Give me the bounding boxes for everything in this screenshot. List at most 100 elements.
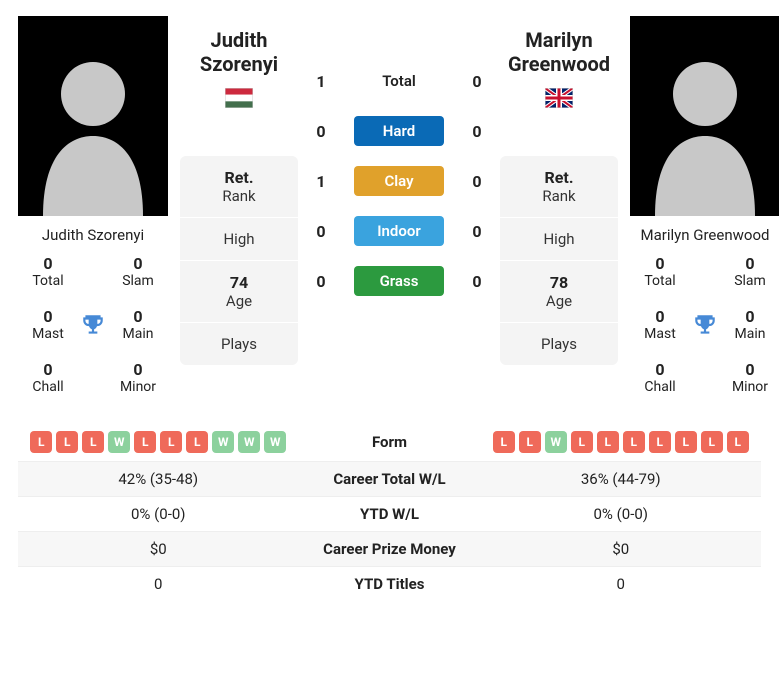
loss-pill: L — [186, 431, 208, 453]
player2-photo — [630, 16, 779, 216]
h2h-p1-value: 0 — [310, 222, 332, 241]
p2-title-total: 0 Total — [632, 254, 688, 289]
surface-label-clay: Clay — [354, 166, 444, 196]
compare-p1-value: $0 — [22, 540, 295, 558]
win-pill: W — [264, 431, 286, 453]
p2-title-chall: 0 Chall — [632, 360, 688, 395]
h2h-row-grass: 0 Grass 0 — [310, 266, 488, 296]
compare-p2-value: 0 — [485, 575, 758, 593]
compare-p1-value: 0% (0-0) — [22, 505, 295, 523]
h2h-p1-value: 0 — [310, 122, 332, 141]
win-pill: W — [545, 431, 567, 453]
loss-pill: L — [493, 431, 515, 453]
compare-row: 42% (35-48)Career Total W/L36% (44-79) — [18, 461, 761, 496]
player1-card: Judith Szorenyi 0 Total 0 Slam 0 Mast — [18, 16, 168, 405]
p2-title-main: 0 Main — [722, 307, 778, 342]
h2h-row-hard: 0 Hard 0 — [310, 116, 488, 146]
compare-row: 0% (0-0)YTD W/L0% (0-0) — [18, 496, 761, 531]
player1-stat-col: Ret. Rank High 74 Age Plays — [180, 156, 298, 365]
loss-pill: L — [30, 431, 52, 453]
player2-name-under: Marilyn Greenwood — [630, 216, 779, 250]
compare-label: Career Prize Money — [295, 540, 485, 558]
p2-plays-row: Plays — [500, 322, 618, 365]
p1-form-pills: LLLWLLLWWW — [22, 431, 295, 453]
p1-high-row: High — [180, 217, 298, 260]
loss-pill: L — [82, 431, 104, 453]
p1-title-chall: 0 Chall — [20, 360, 76, 395]
surface-label-hard: Hard — [354, 116, 444, 146]
compare-label: YTD W/L — [295, 505, 485, 523]
trophy-icon — [76, 312, 110, 338]
player2-flag-icon — [500, 88, 618, 108]
p2-age-row: 78 Age — [500, 260, 618, 322]
trophy-icon — [688, 312, 722, 338]
compare-row: 0YTD Titles0 — [18, 566, 761, 601]
loss-pill: L — [597, 431, 619, 453]
p1-title-main: 0 Main — [110, 307, 166, 342]
loss-pill: L — [56, 431, 78, 453]
p2-title-slam: 0 Slam — [722, 254, 778, 289]
loss-pill: L — [675, 431, 697, 453]
surface-label-total: Total — [354, 66, 444, 96]
loss-pill: L — [727, 431, 749, 453]
p1-age-row: 74 Age — [180, 260, 298, 322]
win-pill: W — [212, 431, 234, 453]
h2h-row-indoor: 0 Indoor 0 — [310, 216, 488, 246]
p1-title-total: 0 Total — [20, 254, 76, 289]
compare-p2-form: LLWLLLLLLL — [485, 431, 758, 453]
h2h-p2-value: 0 — [466, 222, 488, 241]
loss-pill: L — [571, 431, 593, 453]
p2-form-pills: LLWLLLLLLL — [485, 431, 758, 453]
h2h-p1-value: 0 — [310, 272, 332, 291]
player1-header-col: Judith Szorenyi Ret. Rank High 74 Age — [180, 16, 298, 365]
loss-pill: L — [134, 431, 156, 453]
compare-p2-value: $0 — [485, 540, 758, 558]
h2h-row-clay: 1 Clay 0 — [310, 166, 488, 196]
loss-pill: L — [160, 431, 182, 453]
p2-title-minor: 0 Minor — [722, 360, 778, 395]
player1-titles: 0 Total 0 Slam 0 Mast 0 Main — [18, 250, 168, 405]
loss-pill: L — [623, 431, 645, 453]
loss-pill: L — [701, 431, 723, 453]
player2-card: Marilyn Greenwood 0 Total 0 Slam 0 Mast — [630, 16, 779, 405]
top-section: Judith Szorenyi 0 Total 0 Slam 0 Mast — [18, 16, 761, 405]
p2-rank-row: Ret. Rank — [500, 156, 618, 217]
surface-label-indoor: Indoor — [354, 216, 444, 246]
compare-p2-value: 36% (44-79) — [485, 470, 758, 488]
win-pill: W — [238, 431, 260, 453]
loss-pill: L — [649, 431, 671, 453]
surface-label-grass: Grass — [354, 266, 444, 296]
p1-rank-row: Ret. Rank — [180, 156, 298, 217]
compare-row: $0Career Prize Money$0 — [18, 531, 761, 566]
h2h-p2-value: 0 — [466, 272, 488, 291]
compare-p1-value: 0 — [22, 575, 295, 593]
win-pill: W — [108, 431, 130, 453]
p1-plays-row: Plays — [180, 322, 298, 365]
player1-photo — [18, 16, 168, 216]
compare-table: LLLWLLLWWWFormLLWLLLLLLL42% (35-48)Caree… — [18, 423, 761, 601]
loss-pill: L — [519, 431, 541, 453]
p1-title-minor: 0 Minor — [110, 360, 166, 395]
h2h-p2-value: 0 — [466, 122, 488, 141]
compare-p2-value: 0% (0-0) — [485, 505, 758, 523]
compare-p1-value: 42% (35-48) — [22, 470, 295, 488]
compare-label: Career Total W/L — [295, 470, 485, 488]
h2h-p2-value: 0 — [466, 172, 488, 191]
p1-title-slam: 0 Slam — [110, 254, 166, 289]
player2-stat-col: Ret. Rank High 78 Age Plays — [500, 156, 618, 365]
player2-titles: 0 Total 0 Slam 0 Mast 0 Main — [630, 250, 779, 405]
compare-label: YTD Titles — [295, 575, 485, 593]
h2h-p2-value: 0 — [466, 72, 488, 91]
player1-flag-icon — [180, 88, 298, 108]
h2h-p1-value: 1 — [310, 172, 332, 191]
player1-name-under: Judith Szorenyi — [18, 216, 168, 250]
player2-name: Marilyn Greenwood — [500, 16, 618, 84]
h2h-p1-value: 1 — [310, 72, 332, 91]
head-to-head: 1 Total 0 0 Hard 0 1 Clay 0 0 Indoor 0 0 Grass 0 — [310, 16, 488, 296]
p2-title-mast: 0 Mast — [632, 307, 688, 342]
h2h-row-total: 1 Total 0 — [310, 66, 488, 96]
p2-high-row: High — [500, 217, 618, 260]
compare-row-form: LLLWLLLWWWFormLLWLLLLLLL — [18, 423, 761, 461]
compare-label: Form — [295, 433, 485, 451]
player1-name: Judith Szorenyi — [180, 16, 298, 84]
